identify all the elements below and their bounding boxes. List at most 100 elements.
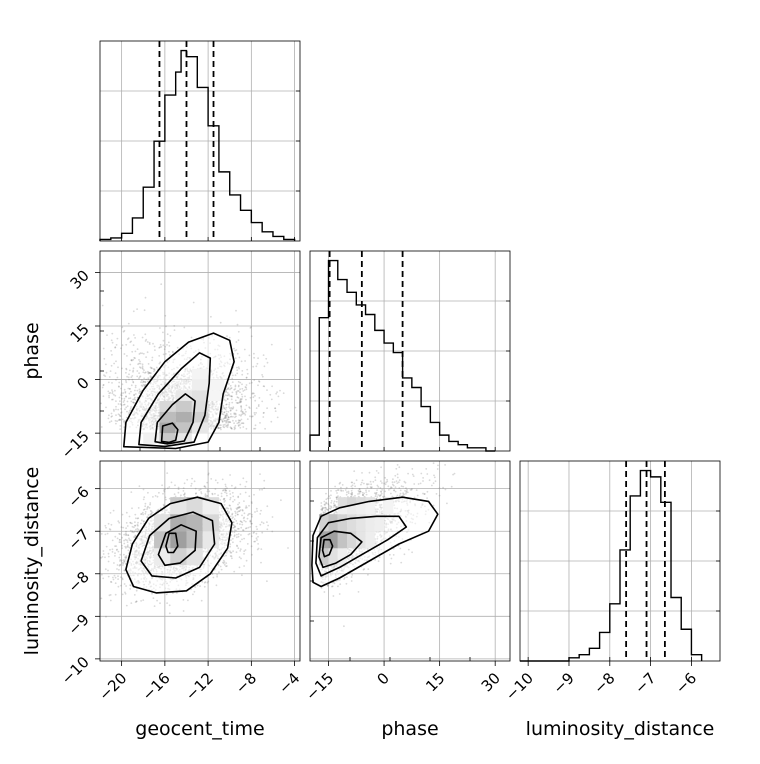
- scatter-point: [125, 372, 127, 374]
- scatter-point: [232, 381, 234, 383]
- scatter-point: [117, 578, 119, 580]
- scatter-point: [132, 359, 134, 361]
- scatter-point: [241, 360, 243, 362]
- scatter-point: [126, 411, 128, 413]
- scatter-point: [112, 577, 114, 579]
- scatter-point: [174, 329, 176, 331]
- scatter-point: [110, 600, 112, 602]
- scatter-point: [174, 484, 176, 486]
- scatter-point: [246, 481, 248, 483]
- scatter-point: [220, 566, 222, 568]
- scatter-point: [124, 561, 126, 563]
- scatter-point: [244, 349, 246, 351]
- scatter-point: [114, 575, 116, 577]
- scatter-point: [115, 423, 117, 425]
- scatter-point: [145, 339, 147, 341]
- scatter-point: [161, 484, 163, 486]
- scatter-point: [165, 499, 167, 501]
- scatter-point: [153, 371, 155, 373]
- scatter-point: [199, 585, 201, 587]
- scatter-point: [121, 398, 123, 400]
- scatter-point: [127, 388, 129, 390]
- scatter-point: [225, 562, 227, 564]
- scatter-point: [105, 534, 107, 536]
- scatter-point: [116, 344, 118, 346]
- scatter-point: [238, 425, 240, 427]
- scatter-point: [226, 404, 228, 406]
- scatter-point: [207, 495, 209, 497]
- scatter-point: [104, 556, 106, 558]
- scatter-point: [232, 416, 234, 418]
- scatter-point: [142, 514, 144, 516]
- scatter-point: [135, 387, 137, 389]
- scatter-point: [239, 414, 241, 416]
- scatter-point: [122, 383, 124, 385]
- scatter-point: [249, 382, 251, 384]
- scatter-point: [123, 534, 125, 536]
- scatter-point: [235, 310, 237, 312]
- scatter-point: [166, 344, 168, 346]
- scatter-point: [130, 376, 132, 378]
- scatter-point: [224, 424, 226, 426]
- scatter-point: [221, 569, 223, 571]
- scatter-point: [122, 392, 124, 394]
- scatter-point: [169, 345, 171, 347]
- scatter-point: [141, 519, 143, 521]
- scatter-point: [131, 384, 133, 386]
- scatter-point: [251, 535, 253, 537]
- scatter-point: [116, 549, 118, 551]
- scatter-point: [119, 400, 121, 402]
- scatter-point: [132, 381, 134, 383]
- scatter-point: [133, 394, 135, 396]
- scatter-point: [166, 602, 168, 604]
- scatter-point: [238, 397, 240, 399]
- scatter-point: [218, 571, 220, 573]
- scatter-point: [113, 410, 115, 412]
- scatter-point: [236, 536, 238, 538]
- scatter-point: [234, 526, 236, 528]
- scatter-point: [132, 526, 134, 528]
- scatter-point: [123, 543, 125, 545]
- scatter-point: [108, 418, 110, 420]
- scatter-point: [147, 351, 149, 353]
- scatter-point: [271, 385, 273, 387]
- scatter-point: [114, 536, 116, 538]
- scatter-point: [256, 533, 258, 535]
- scatter-point: [129, 370, 131, 372]
- scatter-point: [265, 358, 267, 360]
- scatter-point: [234, 426, 236, 428]
- scatter-point: [216, 576, 218, 578]
- scatter-point: [234, 518, 236, 520]
- scatter-point: [207, 582, 209, 584]
- scatter-point: [124, 408, 126, 410]
- scatter-point: [246, 428, 248, 430]
- scatter-point: [120, 585, 122, 587]
- scatter-point: [129, 410, 131, 412]
- scatter-point: [195, 488, 197, 490]
- scatter-point: [112, 548, 114, 550]
- scatter-point: [108, 397, 110, 399]
- scatter-point: [257, 549, 259, 551]
- scatter-point: [245, 505, 247, 507]
- scatter-point: [249, 407, 251, 409]
- scatter-point: [183, 327, 185, 329]
- scatter-point: [172, 352, 174, 354]
- scatter-point: [279, 390, 281, 392]
- scatter-point: [119, 428, 121, 430]
- scatter-point: [155, 495, 157, 497]
- scatter-point: [234, 532, 236, 534]
- scatter-point: [230, 539, 232, 541]
- scatter-point: [130, 401, 132, 403]
- scatter-point: [180, 494, 182, 496]
- scatter-point: [248, 527, 250, 529]
- scatter-point: [211, 493, 213, 495]
- scatter-point: [252, 415, 254, 417]
- scatter-point: [103, 395, 105, 397]
- scatter-point: [238, 339, 240, 341]
- scatter-point: [183, 487, 185, 489]
- scatter-point: [118, 382, 120, 384]
- scatter-point: [117, 538, 119, 540]
- scatter-point: [133, 367, 135, 369]
- scatter-point: [117, 409, 119, 411]
